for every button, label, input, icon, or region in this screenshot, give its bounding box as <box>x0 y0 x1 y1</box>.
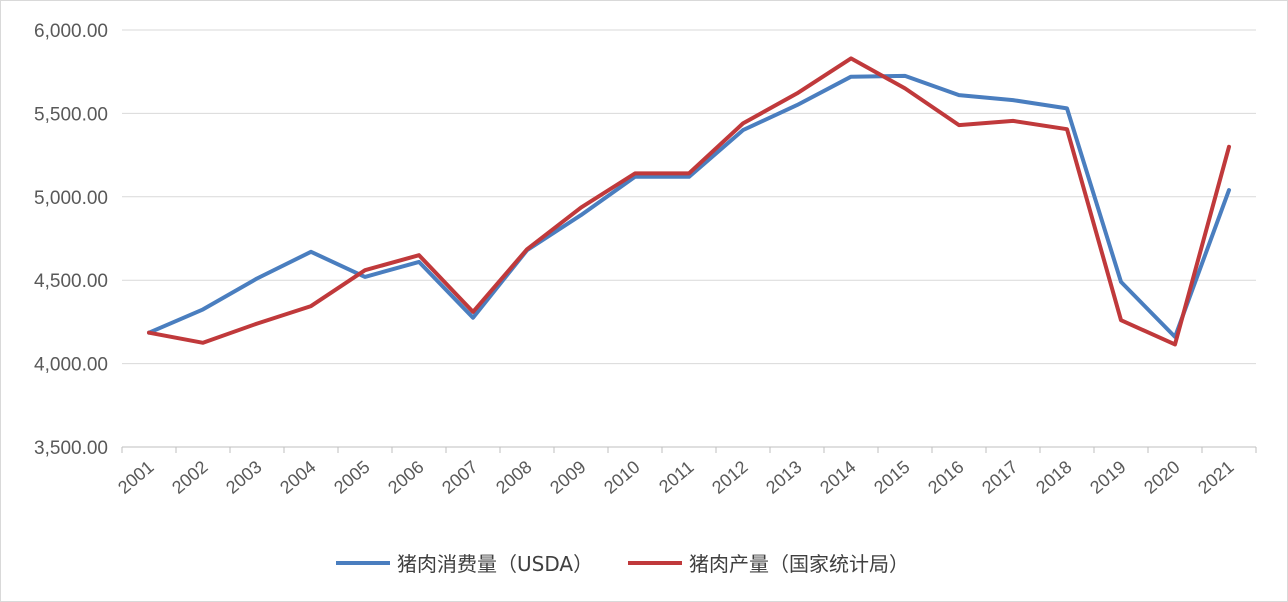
x-axis-tick-labels: 2001 2002 2003 2004 2005 2006 2007 2008 2009 2010… <box>114 447 1257 498</box>
y-tick-label: 5,000.00 <box>34 188 108 209</box>
series-lines <box>147 56 1231 347</box>
gridlines <box>122 29 1256 448</box>
y-tick-label: 4,000.00 <box>34 355 108 376</box>
x-tick-label: 2009 <box>546 457 590 498</box>
x-tick-label: 2021 <box>1194 457 1238 498</box>
x-tick-label: 2003 <box>222 457 266 498</box>
legend-label-consumption: 猪肉消费量（USDA） <box>397 552 593 576</box>
y-axis-tick-labels: 3,500.00 4,000.00 4,500.00 5,000.00 5,500.00… <box>34 21 108 459</box>
x-tick-label: 2019 <box>1086 457 1130 498</box>
x-tick-label: 2015 <box>870 457 914 498</box>
series-line-consumption <box>147 73 1231 339</box>
series-line-production <box>147 56 1231 347</box>
x-tick-label: 2010 <box>600 457 644 498</box>
x-tick-label: 2001 <box>114 457 158 498</box>
x-tick-label: 2004 <box>276 457 320 498</box>
x-tick-label: 2002 <box>168 457 212 498</box>
x-tick-label: 2007 <box>438 457 482 498</box>
x-tick-label: 2016 <box>924 457 968 498</box>
y-tick-label: 5,500.00 <box>34 104 108 125</box>
x-tick-label: 2020 <box>1140 457 1184 498</box>
x-tick-label: 2018 <box>1032 457 1076 498</box>
x-tick-label: 2017 <box>978 457 1022 498</box>
x-tick-label: 2008 <box>492 457 536 498</box>
y-tick-label: 4,500.00 <box>34 271 108 292</box>
y-tick-label: 3,500.00 <box>34 438 108 459</box>
x-tick-label: 2005 <box>330 457 374 498</box>
x-tick-label: 2011 <box>655 457 698 497</box>
x-tick-label: 2014 <box>816 457 860 498</box>
x-tick-label: 2012 <box>708 457 752 498</box>
y-tick-label: 6,000.00 <box>34 21 108 42</box>
legend: 猪肉消费量（USDA） 猪肉产量（国家统计局） <box>336 552 909 576</box>
x-tick-label: 2013 <box>762 457 806 498</box>
x-tick-label: 2006 <box>384 457 428 498</box>
legend-label-production: 猪肉产量（国家统计局） <box>689 552 909 576</box>
